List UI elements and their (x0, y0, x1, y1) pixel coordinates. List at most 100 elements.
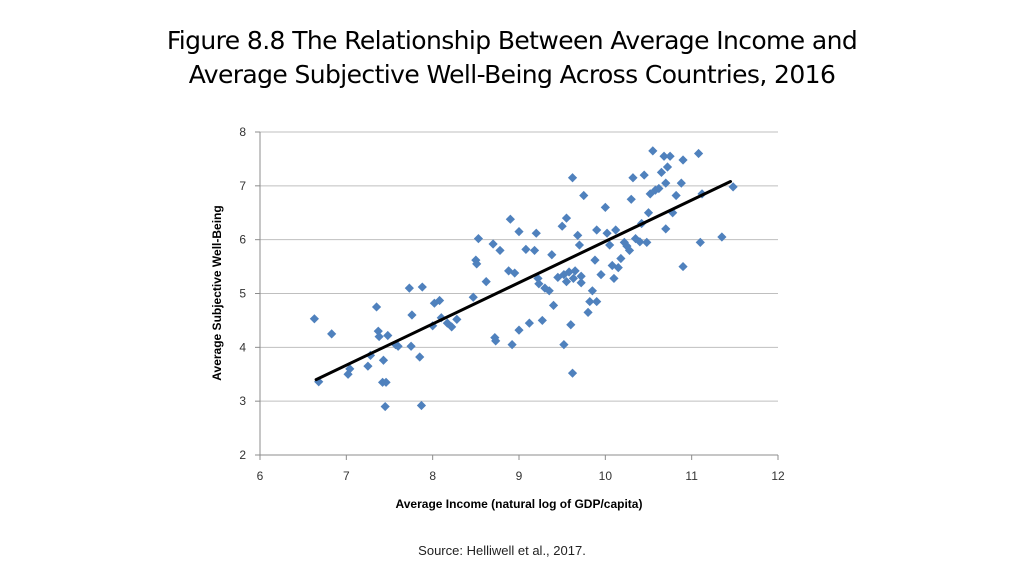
data-point (567, 173, 578, 183)
y-tick-label: 6 (239, 233, 246, 247)
data-point (671, 190, 681, 201)
data-point (626, 194, 636, 204)
data-point (607, 260, 617, 271)
data-point (540, 283, 550, 293)
data-point (534, 279, 544, 289)
data-point (404, 283, 414, 293)
data-point (488, 239, 498, 249)
x-tick-label: 9 (516, 469, 523, 483)
data-point (561, 277, 572, 287)
data-point (676, 178, 686, 188)
y-axis-title: Average Subjective Well-Being (210, 205, 224, 380)
data-point (619, 237, 629, 247)
data-point (374, 331, 384, 342)
data-point (383, 330, 393, 341)
data-point (570, 266, 580, 276)
slide-title: Figure 8.8 The Relationship Between Aver… (0, 24, 1024, 92)
data-point (611, 225, 621, 235)
data-point (654, 183, 664, 194)
data-point (514, 325, 524, 335)
data-point (661, 178, 671, 188)
y-tick-label: 3 (239, 394, 246, 408)
data-point (662, 162, 673, 172)
data-point (665, 151, 675, 161)
data-point (592, 225, 602, 235)
data-point (481, 277, 491, 287)
y-tick-labels: 2 3 4 5 6 7 8 (239, 125, 246, 462)
data-point (600, 202, 610, 212)
data-point (717, 232, 727, 242)
data-point (407, 310, 417, 320)
data-point (564, 267, 574, 277)
data-point (661, 224, 671, 234)
data-point (524, 318, 534, 328)
data-point (695, 237, 705, 247)
data-point (557, 221, 567, 231)
data-point (417, 282, 427, 292)
data-point (590, 255, 600, 265)
data-point (447, 322, 457, 332)
data-point (678, 261, 688, 272)
data-point (471, 255, 481, 265)
data-point (378, 355, 389, 365)
data-point (630, 233, 641, 244)
data-point (537, 315, 547, 326)
data-point (416, 400, 427, 411)
data-point (452, 314, 462, 324)
data-point (566, 320, 576, 330)
gridlines (260, 131, 778, 402)
data-point (678, 155, 688, 165)
data-point (529, 245, 540, 256)
data-point (531, 228, 541, 238)
data-point (576, 278, 586, 288)
slide-title-line-1: Figure 8.8 The Relationship Between Aver… (166, 26, 858, 55)
data-point (587, 286, 597, 296)
x-tick-label: 8 (429, 469, 436, 483)
x-tick-label: 11 (685, 469, 698, 483)
data-point (639, 170, 649, 180)
data-point (583, 307, 593, 317)
data-point (693, 148, 704, 159)
y-tick-label: 5 (239, 287, 246, 301)
data-point (473, 233, 484, 244)
data-point (559, 340, 569, 350)
data-point (728, 182, 738, 192)
data-point (521, 244, 531, 254)
data-point (561, 213, 572, 223)
data-point (568, 273, 578, 284)
data-point (616, 253, 626, 264)
data-point (547, 250, 557, 260)
x-tick-label: 12 (771, 469, 785, 483)
data-point (659, 151, 669, 161)
x-axis-title: Average Income (natural log of GDP/capit… (396, 497, 643, 511)
data-point (574, 240, 585, 250)
data-point (668, 208, 678, 218)
data-point (380, 401, 390, 412)
data-point (327, 329, 337, 339)
data-point (596, 270, 606, 280)
data-point (507, 340, 517, 350)
source-note: Source: Helliwell et al., 2017. (418, 543, 586, 558)
data-point (602, 228, 612, 238)
data-point (656, 167, 667, 177)
data-point (505, 214, 515, 224)
data-point (393, 341, 403, 351)
data-point (624, 245, 635, 256)
data-point (468, 292, 478, 302)
y-tick-label: 2 (239, 448, 246, 462)
data-point (635, 237, 645, 247)
data-point (436, 313, 446, 323)
x-tick-label: 6 (257, 469, 264, 483)
data-point (643, 208, 654, 218)
data-point (544, 286, 554, 296)
y-tick-label: 4 (239, 340, 246, 354)
data-point (567, 368, 578, 378)
data-point (491, 336, 501, 346)
data-point (381, 377, 391, 387)
data-point (559, 270, 569, 280)
slide-title-line-2: Average Subjective Well-Being Across Cou… (188, 60, 836, 89)
data-point (573, 230, 583, 240)
data-point (579, 190, 589, 201)
data-point (605, 240, 615, 250)
data-point (576, 271, 586, 281)
